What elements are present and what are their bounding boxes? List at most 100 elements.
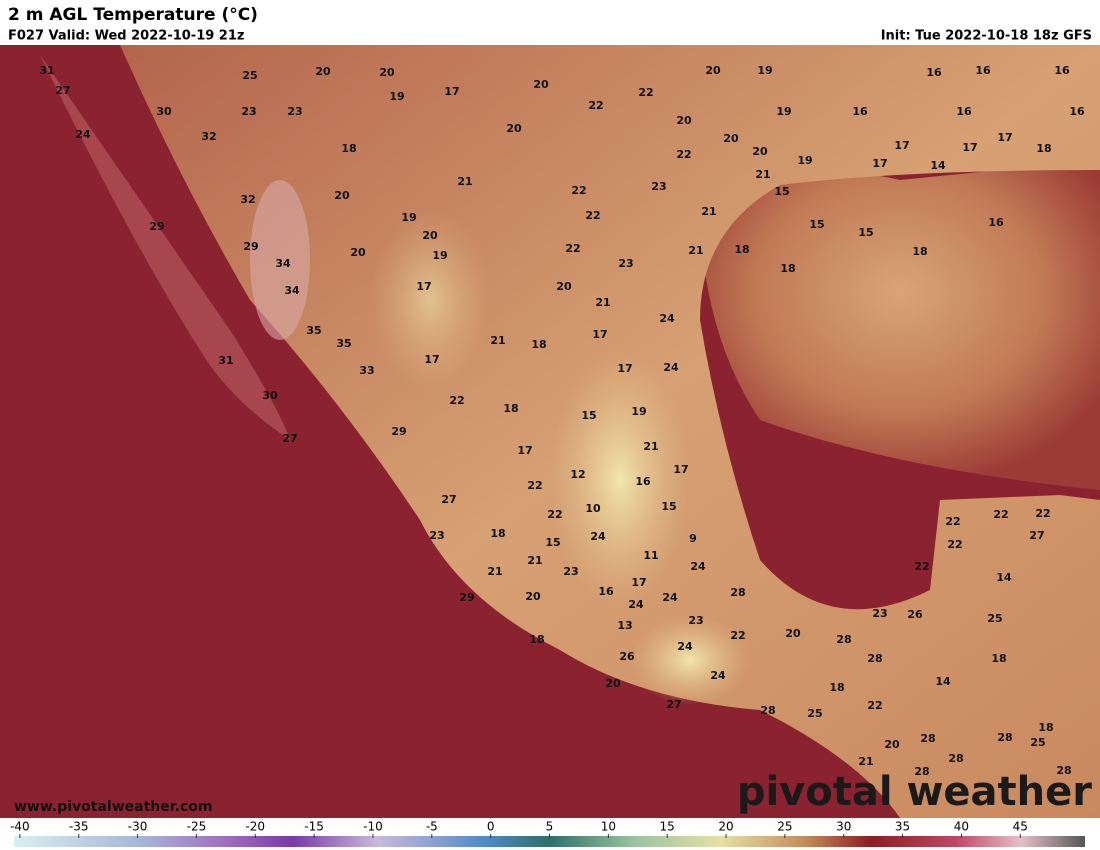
colorbar-tick-label: -35 bbox=[69, 820, 89, 834]
colorbar bbox=[14, 836, 1085, 847]
temperature-label: 35 bbox=[336, 337, 351, 350]
temperature-label: 31 bbox=[218, 354, 233, 367]
temperature-label: 19 bbox=[432, 249, 447, 262]
highland bbox=[550, 350, 690, 610]
temperature-label: 20 bbox=[350, 246, 366, 259]
temperature-label: 18 bbox=[1038, 721, 1053, 734]
temperature-label: 24 bbox=[690, 560, 706, 573]
temperature-label: 16 bbox=[975, 64, 991, 77]
temperature-label: 29 bbox=[149, 220, 164, 233]
colorbar-tick-label: 30 bbox=[836, 820, 851, 834]
temperature-label: 22 bbox=[571, 184, 586, 197]
temperature-label: 19 bbox=[757, 64, 772, 77]
temperature-label: 28 bbox=[997, 731, 1012, 744]
highland bbox=[370, 210, 490, 390]
temperature-label: 18 bbox=[991, 652, 1006, 665]
temperature-label: 15 bbox=[774, 185, 789, 198]
temperature-label: 15 bbox=[661, 500, 676, 513]
colorbar-tick-label: -20 bbox=[245, 820, 265, 834]
temperature-label: 23 bbox=[287, 105, 302, 118]
temperature-label: 18 bbox=[490, 527, 505, 540]
temperature-label: 20 bbox=[705, 64, 721, 77]
colorbar-tick-label: -5 bbox=[426, 820, 438, 834]
colorbar-tick-label: -25 bbox=[187, 820, 207, 834]
temperature-label: 33 bbox=[359, 364, 374, 377]
valid-time: F027 Valid: Wed 2022-10-19 21z bbox=[8, 29, 244, 44]
temperature-label: 24 bbox=[75, 128, 91, 141]
temperature-label: 28 bbox=[1056, 764, 1071, 777]
temperature-label: 25 bbox=[242, 69, 257, 82]
colorbar-tick-label: 15 bbox=[660, 820, 675, 834]
temperature-label: 22 bbox=[585, 209, 600, 222]
temperature-label: 16 bbox=[635, 475, 651, 488]
temperature-label: 22 bbox=[730, 629, 745, 642]
temperature-label: 18 bbox=[734, 243, 749, 256]
colorbar-tick-label: 25 bbox=[777, 820, 792, 834]
temperature-label: 20 bbox=[605, 677, 621, 690]
temperature-label: 13 bbox=[617, 619, 632, 632]
title: 2 m AGL Temperature (°C) bbox=[8, 5, 258, 25]
temperature-label: 22 bbox=[638, 86, 653, 99]
temperature-label: 17 bbox=[444, 85, 459, 98]
temperature-label: 28 bbox=[730, 586, 745, 599]
temperature-label: 21 bbox=[858, 755, 873, 768]
colorbar-tick-label: 0 bbox=[487, 820, 495, 834]
temperature-label: 22 bbox=[547, 508, 562, 521]
temperature-label: 24 bbox=[662, 591, 678, 604]
temperature-label: 23 bbox=[618, 257, 633, 270]
temperature-label: 17 bbox=[673, 463, 688, 476]
temperature-label: 18 bbox=[780, 262, 795, 275]
gulf bbox=[700, 160, 1100, 490]
temperature-label: 17 bbox=[416, 280, 431, 293]
temperature-label: 24 bbox=[677, 640, 693, 653]
temperature-label: 15 bbox=[809, 218, 824, 231]
temperature-label: 22 bbox=[947, 538, 962, 551]
temperature-label: 15 bbox=[581, 409, 596, 422]
colorbar-tick-label: -15 bbox=[304, 820, 324, 834]
temperature-label: 21 bbox=[755, 168, 770, 181]
temperature-label: 21 bbox=[487, 565, 502, 578]
temperature-label: 32 bbox=[240, 193, 255, 206]
colorbar-tick-label: 10 bbox=[601, 820, 616, 834]
temperature-label: 18 bbox=[829, 681, 844, 694]
temperature-label: 28 bbox=[836, 633, 851, 646]
temperature-label: 28 bbox=[867, 652, 882, 665]
temperature-label: 25 bbox=[807, 707, 822, 720]
hot-zone bbox=[250, 180, 310, 340]
temperature-label: 27 bbox=[55, 84, 70, 97]
temperature-label: 28 bbox=[948, 752, 963, 765]
temperature-label: 17 bbox=[631, 576, 646, 589]
baja bbox=[40, 55, 290, 440]
temperature-label: 17 bbox=[894, 139, 909, 152]
temperature-label: 31 bbox=[39, 64, 54, 77]
temperature-label: 15 bbox=[858, 226, 873, 239]
temperature-label: 21 bbox=[490, 334, 505, 347]
temperature-label: 26 bbox=[907, 608, 923, 621]
temperature-label: 25 bbox=[1030, 736, 1045, 749]
temperature-label: 23 bbox=[563, 565, 578, 578]
temperature-label: 17 bbox=[997, 131, 1012, 144]
temperature-label: 10 bbox=[585, 502, 601, 515]
temperature-label: 16 bbox=[956, 105, 972, 118]
temperature-label: 24 bbox=[659, 312, 675, 325]
temperature-label: 24 bbox=[710, 669, 726, 682]
temperature-label: 11 bbox=[643, 549, 658, 562]
colorbar-tick-label: -30 bbox=[128, 820, 148, 834]
temperature-label: 16 bbox=[1069, 105, 1085, 118]
temperature-label: 23 bbox=[651, 180, 666, 193]
header-bg bbox=[0, 0, 1100, 45]
temperature-label: 19 bbox=[797, 154, 812, 167]
temperature-label: 23 bbox=[429, 529, 444, 542]
temperature-label: 19 bbox=[631, 405, 646, 418]
colorbar-tick-label: 35 bbox=[895, 820, 910, 834]
colorbar-tick-label: -40 bbox=[10, 820, 30, 834]
site-url: www.pivotalweather.com bbox=[14, 799, 213, 815]
temperature-label: 24 bbox=[590, 530, 606, 543]
temperature-label: 15 bbox=[545, 536, 560, 549]
colorbar-tick-label: 20 bbox=[718, 820, 733, 834]
temperature-label: 18 bbox=[341, 142, 356, 155]
temperature-label: 22 bbox=[993, 508, 1008, 521]
temperature-label: 20 bbox=[723, 132, 739, 145]
temperature-label: 23 bbox=[688, 614, 703, 627]
temperature-label: 17 bbox=[872, 157, 887, 170]
